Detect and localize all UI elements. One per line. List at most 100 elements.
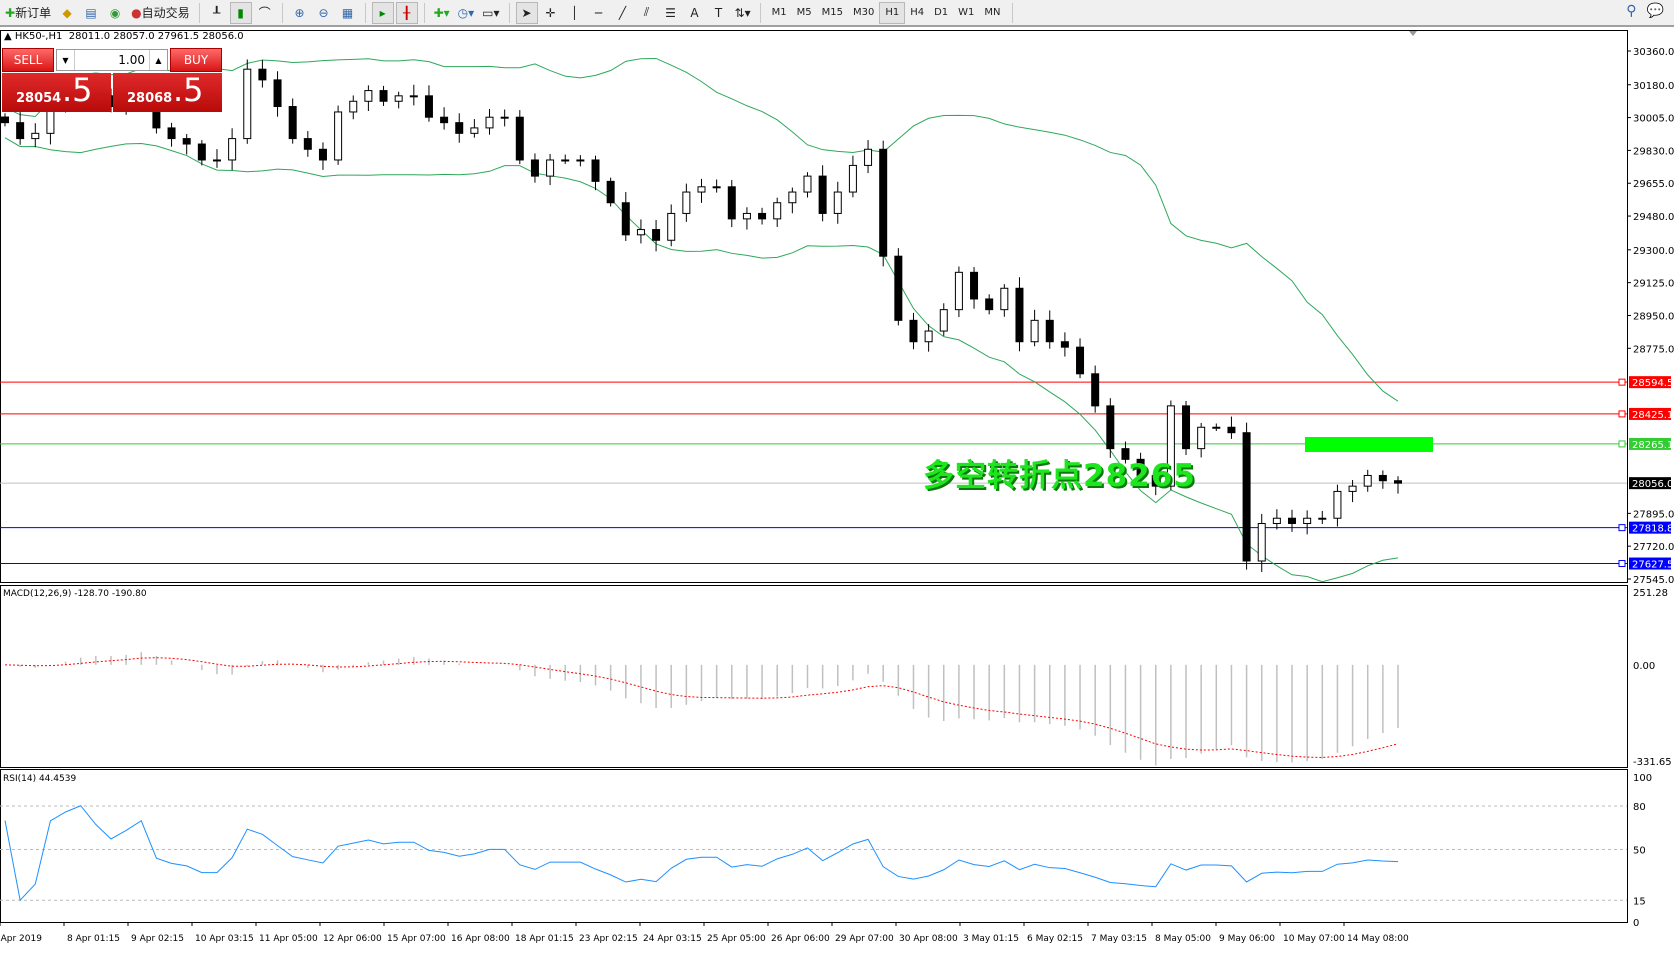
candle bbox=[1333, 490, 1342, 519]
line-chart-button[interactable]: ⌒ bbox=[254, 2, 276, 24]
candle bbox=[1060, 341, 1069, 348]
divider bbox=[423, 2, 425, 23]
bollinger-lower bbox=[4, 137, 1399, 583]
cursor-button[interactable]: ➤ bbox=[515, 1, 538, 24]
collapse-icon[interactable]: ▲ bbox=[4, 31, 15, 42]
lot-stepper[interactable]: ▼ 1.00 ▲ bbox=[56, 49, 168, 71]
timeframe-m30[interactable]: M30 bbox=[852, 7, 875, 18]
zoom-in-button[interactable]: ⊕ bbox=[289, 2, 311, 24]
crosshair-button[interactable]: ✛ bbox=[540, 2, 562, 24]
crosshair-icon: ✛ bbox=[545, 5, 556, 20]
search-icon[interactable]: ⚲ bbox=[1626, 3, 1637, 19]
zoom-out-button[interactable]: ⊖ bbox=[313, 2, 335, 24]
candle bbox=[364, 90, 373, 102]
new-order-button[interactable]: ✚ 新订单 bbox=[5, 5, 52, 21]
arrows-button[interactable]: ⇅▾ bbox=[732, 2, 754, 24]
channel-icon: ⫽ bbox=[643, 5, 650, 19]
channel-button[interactable]: ⫽ bbox=[636, 2, 658, 24]
time-label: 10 May 07:00 bbox=[1283, 934, 1345, 944]
time-label: 9 May 06:00 bbox=[1219, 934, 1275, 944]
annotation-text: 多空转折点28265 bbox=[923, 458, 1196, 494]
candle bbox=[167, 127, 176, 140]
price-tick-label: 28775.0 bbox=[1633, 344, 1674, 355]
toolbar: ✚ 新订单 ◆ ▤ ◉ ● 自动交易 ┸ ▮ ⌒ ⊕ ⊖ ▦ ▸ ╂ ✚▾ ◷▾ ▭… bbox=[0, 0, 1674, 27]
time-label: 25 Apr 05:00 bbox=[707, 934, 766, 944]
candle bbox=[727, 186, 736, 220]
candle bbox=[394, 95, 403, 102]
increase-lot-button[interactable]: ▲ bbox=[149, 50, 167, 70]
timeframe-m1[interactable]: M1 bbox=[771, 7, 787, 18]
time-label: 29 Apr 07:00 bbox=[835, 934, 894, 944]
candle bbox=[1076, 346, 1085, 375]
price-level-label: 28594.5 bbox=[1632, 378, 1673, 389]
autoscroll-button[interactable]: ▸ bbox=[371, 1, 394, 24]
fibonacci-button[interactable]: ☰ bbox=[660, 2, 682, 24]
add-indicator-icon: ✚▾ bbox=[433, 5, 450, 20]
time-label: 23 Apr 02:15 bbox=[579, 934, 638, 944]
clock-icon: ◷▾ bbox=[457, 5, 475, 20]
periods-button[interactable]: ◷▾ bbox=[455, 2, 478, 24]
candle bbox=[818, 175, 827, 214]
market-watch-button[interactable]: ◉ bbox=[104, 2, 126, 24]
buy-button[interactable]: BUY bbox=[170, 48, 222, 72]
candle bbox=[258, 68, 267, 81]
lot-input[interactable]: 1.00 bbox=[118, 53, 145, 67]
one-click-trading-panel: SELL ▼ 1.00 ▲ BUY 28054.5 28068.5 bbox=[2, 48, 222, 112]
candle bbox=[788, 191, 797, 204]
trendline-button[interactable]: ╱ bbox=[612, 2, 634, 24]
candle bbox=[303, 138, 312, 150]
auto-trading-button[interactable]: ● 自动交易 bbox=[131, 5, 190, 21]
chart-shift-button[interactable]: ╂ bbox=[395, 1, 418, 24]
price-tick-label: 27545.0 bbox=[1633, 575, 1674, 586]
candle bbox=[1, 116, 9, 124]
price-tick-label: 29655.0 bbox=[1633, 179, 1674, 190]
timeframe-w1[interactable]: W1 bbox=[958, 7, 975, 18]
text-button[interactable]: A bbox=[684, 2, 706, 24]
candle bbox=[1378, 474, 1387, 482]
candle bbox=[561, 159, 570, 162]
arrows-icon: ⇅▾ bbox=[734, 5, 751, 20]
price-level-badge bbox=[1629, 557, 1671, 570]
divider bbox=[508, 2, 510, 23]
candle bbox=[652, 229, 661, 241]
buy-price[interactable]: 28068.5 bbox=[113, 71, 222, 112]
horizontal-line-button[interactable]: ─ bbox=[588, 2, 610, 24]
vertical-line-button[interactable]: │ bbox=[564, 2, 586, 24]
timeframe-m5[interactable]: M5 bbox=[796, 7, 812, 18]
price-tick-label: 28950.0 bbox=[1633, 311, 1674, 322]
sell-price[interactable]: 28054.5 bbox=[2, 71, 111, 112]
decrease-lot-button[interactable]: ▼ bbox=[57, 50, 75, 70]
sell-button[interactable]: SELL bbox=[2, 48, 54, 72]
tile-windows-button[interactable]: ▦ bbox=[337, 2, 359, 24]
terminal-button[interactable]: ▤ bbox=[80, 2, 102, 24]
timeframe-m15[interactable]: M15 bbox=[821, 7, 843, 18]
auto-trading-icon: ● bbox=[131, 5, 142, 20]
time-label: 30 Apr 08:00 bbox=[899, 934, 958, 944]
candle bbox=[318, 148, 327, 161]
templates-button[interactable]: ▭▾ bbox=[479, 2, 502, 24]
timeframe-h4[interactable]: H4 bbox=[910, 7, 925, 18]
time-label: 8 Apr 01:15 bbox=[67, 934, 120, 944]
bar-chart-button[interactable]: ┸ bbox=[206, 2, 228, 24]
text-label-button[interactable]: T bbox=[708, 2, 730, 24]
level-handle bbox=[1618, 378, 1626, 386]
candlestick-button[interactable]: ▮ bbox=[229, 1, 252, 24]
chat-icon[interactable]: 💬 bbox=[1646, 3, 1664, 19]
candle bbox=[1121, 448, 1130, 460]
time-label: 8 Apr 2019 bbox=[0, 934, 42, 944]
candle bbox=[1015, 287, 1024, 343]
candle bbox=[1166, 405, 1175, 487]
time-label: 3 May 01:15 bbox=[963, 934, 1019, 944]
level-handle bbox=[1618, 560, 1626, 568]
price-level-label: 27818.8 bbox=[1632, 524, 1673, 535]
price-level-badge bbox=[1629, 376, 1671, 389]
metaeditor-button[interactable]: ◆ bbox=[56, 2, 78, 24]
indicators-button[interactable]: ✚▾ bbox=[431, 2, 453, 24]
timeframe-mn[interactable]: MN bbox=[984, 7, 1001, 18]
timeframe-d1[interactable]: D1 bbox=[934, 7, 949, 18]
candle bbox=[1151, 474, 1160, 487]
candle bbox=[515, 116, 524, 161]
timeframe-h1[interactable]: H1 bbox=[879, 1, 906, 24]
time-label: 8 May 05:00 bbox=[1155, 934, 1211, 944]
